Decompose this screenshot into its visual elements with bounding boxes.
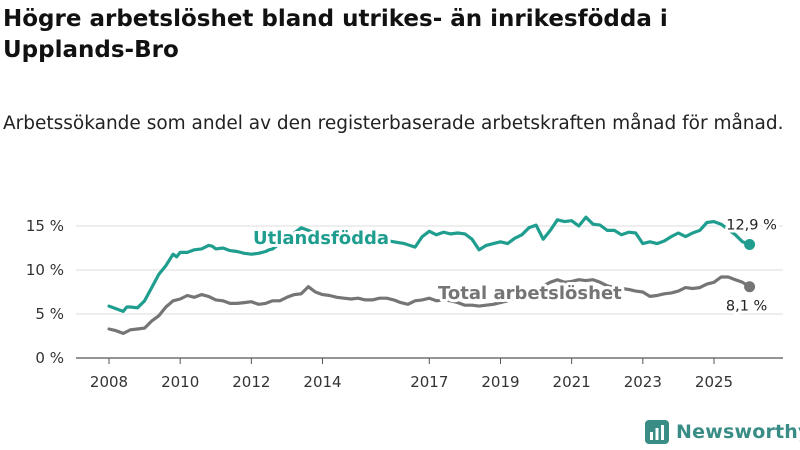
y-tick-label: 15 % [26,217,64,235]
y-tick-label: 5 % [35,305,64,323]
y-tick-label: 0 % [35,349,64,367]
series-line-total [107,275,752,335]
series-label-utlandsfodda: Utlandsfödda [253,228,389,249]
x-tick-label: 2008 [90,373,128,391]
series-end-point [744,281,756,293]
label-layer: Utlandsfödda Total arbetslöshet 12,9 % 8,1 … [250,214,780,317]
grid-layer [76,225,783,359]
x-tick-label: 2014 [303,373,341,391]
brand-name: Newsworthy [676,421,800,443]
x-tick-label: 2025 [695,373,733,391]
series-line-utlandsfodda [107,215,752,313]
chart-subtitle: Arbetssökande som andel av den registerb… [3,113,784,134]
newsworthy-logo: Newsworthy [644,419,800,445]
x-tick-label: 2021 [553,373,591,391]
series-end-point [744,238,756,250]
chart-title: Högre arbetslöshet bland utrikes- än inr… [3,6,668,63]
end-value-utlandsfodda: 12,9 % [726,217,777,233]
axis-layer: 0 % 5 % 10 % 15 % 2008 2010 2012 2014 2017 2019 20… [26,217,733,391]
x-tick-label: 2019 [481,373,519,391]
bar-chart-logo-icon [645,420,669,444]
y-tick-label: 10 % [26,261,64,279]
end-value-total: 8,1 % [726,299,767,315]
series-label-total: Total arbetslöshet [438,283,622,304]
x-tick-label: 2017 [410,373,448,391]
x-tick-label: 2012 [232,373,270,391]
x-tick-label: 2010 [161,373,199,391]
series-layer [107,215,756,335]
x-tick-label: 2023 [624,373,662,391]
